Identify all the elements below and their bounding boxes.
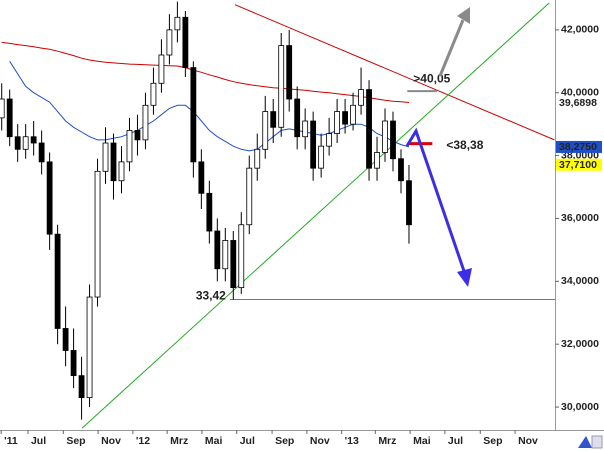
level-label: >40,05 <box>413 71 450 85</box>
candle-body <box>326 133 333 147</box>
arrow-head <box>457 7 470 24</box>
candle-body <box>270 111 277 128</box>
icon[interactable] <box>578 436 592 448</box>
candle-body <box>230 240 237 289</box>
price-label: 38,2750 <box>559 141 597 153</box>
candle-body <box>238 224 245 289</box>
trend-line <box>234 4 555 141</box>
candle-body <box>54 233 61 329</box>
x-tick-label: '12 <box>136 435 150 447</box>
candle-body <box>14 136 21 150</box>
x-tick-label: Nov <box>310 435 330 447</box>
level-label: <38,38 <box>446 138 483 152</box>
candle-body <box>38 142 45 163</box>
candle-body <box>206 192 213 232</box>
candle-body <box>134 130 141 141</box>
candle-body <box>302 120 309 138</box>
x-tick-label: Sep <box>483 435 502 447</box>
candle-body <box>342 111 348 125</box>
x-tick-label: Nov <box>101 435 121 447</box>
price-label: 37,7100 <box>559 159 597 171</box>
candle-body <box>62 328 69 351</box>
candle-body <box>382 120 388 153</box>
candle-body <box>126 130 133 163</box>
candle-body <box>6 98 13 138</box>
candle-body <box>150 82 157 106</box>
candle-body <box>142 104 149 141</box>
arrow-down <box>405 127 467 275</box>
candle-body <box>358 89 364 106</box>
moving-average <box>1 41 410 103</box>
candle-body <box>262 111 269 150</box>
candle-body <box>278 45 285 128</box>
arrow-head <box>457 268 472 287</box>
x-tick-label: Mrz <box>378 435 396 447</box>
candle-body <box>118 161 125 182</box>
x-tick-label: Nov <box>518 435 538 447</box>
moving-average <box>9 61 410 152</box>
candle-body <box>334 111 341 134</box>
x-tick-label: '11 <box>4 435 18 447</box>
candle-body <box>310 120 317 169</box>
x-tick-label: Mrz <box>170 435 188 447</box>
candle-body <box>86 296 93 399</box>
candle-body <box>294 98 301 138</box>
candle-body <box>214 230 221 270</box>
y-tick-label: 36,0000 <box>561 212 599 224</box>
x-tick-label: Mai <box>413 435 431 447</box>
y-tick-label: 34,0000 <box>561 275 599 287</box>
x-tick-label: Jul <box>31 435 46 447</box>
candle-body <box>0 98 5 119</box>
y-tick-label: 42,0000 <box>561 24 599 36</box>
candle-body <box>78 375 85 399</box>
candle-body <box>22 136 29 150</box>
candle-body <box>406 180 412 226</box>
x-tick-label: Mai <box>205 435 223 447</box>
icon[interactable] <box>591 435 603 449</box>
candle-body <box>390 120 396 160</box>
x-tick-label: Jul <box>240 435 255 447</box>
candle-body <box>366 89 372 169</box>
level-label: 33,42 <box>196 289 226 303</box>
candle-body <box>70 350 77 377</box>
candle-body <box>350 104 356 125</box>
candle-body <box>318 145 325 169</box>
candle-body <box>94 170 101 298</box>
candle-body <box>182 16 189 68</box>
price-label-box <box>556 96 602 109</box>
candle-body <box>222 240 229 270</box>
candle-body <box>246 167 253 226</box>
arrow-up <box>438 19 465 77</box>
price-label: 39,6898 <box>559 97 597 109</box>
arrows <box>405 7 472 287</box>
trend-line <box>81 2 550 429</box>
candle-body <box>166 29 173 56</box>
y-tick-label: 30,0000 <box>561 401 599 413</box>
x-tick-label: Sep <box>275 435 294 447</box>
x-tick-label: Jul <box>448 435 463 447</box>
candle-body <box>198 161 205 194</box>
candle-body <box>158 54 165 84</box>
candle-body <box>102 142 109 172</box>
candle-body <box>190 67 197 163</box>
candle-body <box>254 148 261 169</box>
price-label-box <box>556 140 602 153</box>
y-tick-label: 40,0000 <box>561 87 599 99</box>
x-tick-label: Sep <box>66 435 85 447</box>
candle-body <box>374 152 380 169</box>
toolbar-icon[interactable] <box>578 435 603 449</box>
x-tick-label: '13 <box>345 435 359 447</box>
y-tick-label: 32,0000 <box>561 338 599 350</box>
candle-body <box>174 16 181 31</box>
candle-body <box>46 161 53 235</box>
price-label-box <box>556 158 602 171</box>
candle-body <box>398 158 404 182</box>
candle-body <box>110 142 117 182</box>
candle-body <box>286 45 293 100</box>
candle-body <box>30 136 37 144</box>
